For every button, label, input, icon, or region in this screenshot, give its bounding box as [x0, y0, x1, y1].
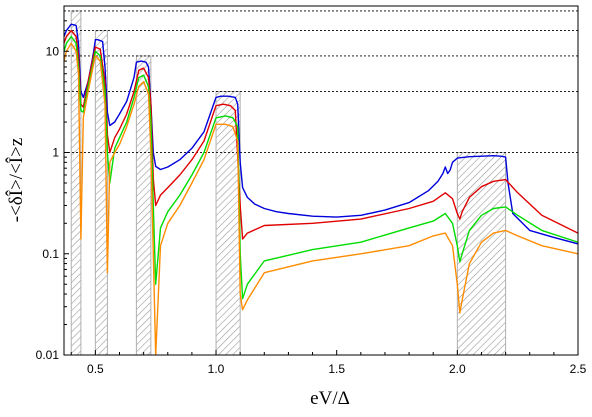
plot-frame	[63, 5, 579, 356]
series-lines	[64, 23, 578, 355]
y-tick-label: 0.1	[42, 247, 59, 261]
x-axis-ticks: 0.5 1.0 1.5 2.0 2.5	[70, 350, 587, 376]
x-tick-label: 0.5	[87, 362, 104, 376]
y-axis-ticks: 0.01 0.1 1 10	[36, 20, 69, 362]
y-tick-label: 0.01	[36, 348, 60, 362]
x-tick-label: 1.5	[328, 362, 345, 376]
y-tick-label: 1	[52, 146, 59, 160]
series-line-1	[64, 29, 578, 240]
shaded-band-2	[135, 55, 152, 355]
x-axis-title: eV/Δ	[310, 388, 350, 409]
x-tick-label: 2.5	[570, 362, 587, 376]
shaded-band-4	[456, 152, 507, 355]
y-tick-label: 10	[46, 44, 60, 58]
x-tick-label: 2.0	[449, 362, 466, 376]
series-line-2	[64, 35, 578, 300]
series-line-3	[64, 42, 578, 355]
x-tick-label: 1.0	[208, 362, 225, 376]
y-axis-title: -<δÎ>/<Î>z	[5, 138, 27, 223]
series-line-0	[64, 23, 578, 245]
